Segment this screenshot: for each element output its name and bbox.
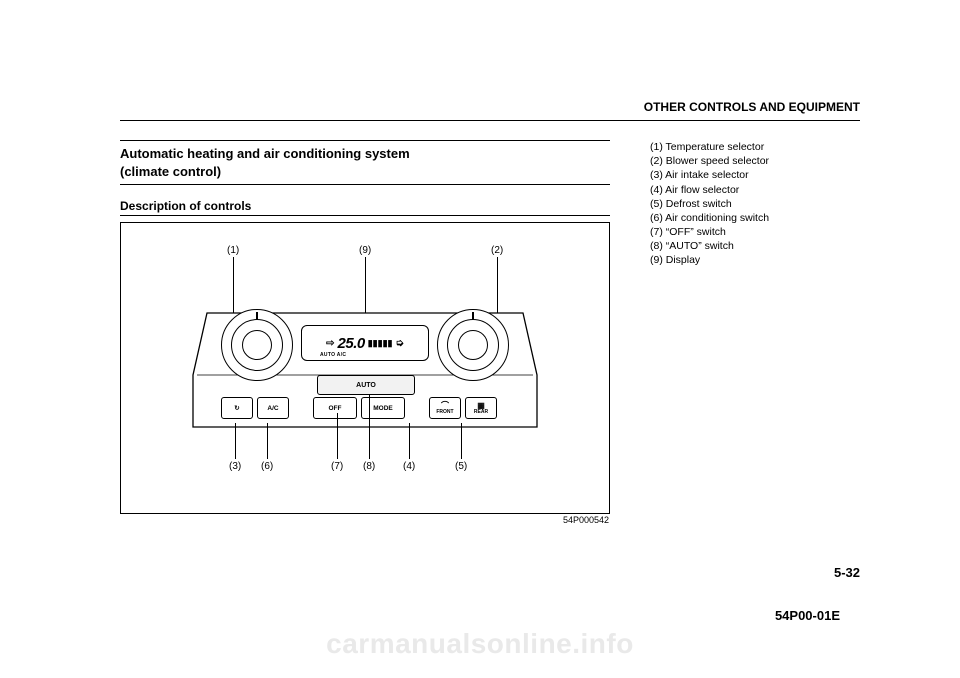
legend-item-5: (5) Defrost switch (650, 197, 860, 211)
leader-7 (337, 413, 338, 459)
document-code: 54P00-01E (775, 608, 840, 623)
left-column: Automatic heating and air conditioning s… (120, 140, 620, 514)
blower-dial (437, 309, 509, 381)
subheading: Description of controls (120, 199, 620, 213)
leader-6 (267, 423, 268, 459)
fan-bars: ▮▮▮▮▮ (368, 338, 393, 349)
page-heading: Automatic heating and air conditioning s… (120, 145, 620, 180)
spacer (289, 397, 313, 425)
watermark: carmanualsonline.info (326, 628, 634, 660)
heading-rule-top (120, 140, 610, 141)
callout-9: (9) (359, 245, 371, 256)
mode-button: MODE (361, 397, 405, 419)
front-label: FRONT (436, 410, 453, 415)
auto-button: AUTO (317, 375, 415, 395)
legend: (1) Temperature selector (2) Blower spee… (650, 140, 860, 268)
callout-3: (3) (229, 461, 241, 472)
legend-item-7: (7) “OFF” switch (650, 225, 860, 239)
callout-5: (5) (455, 461, 467, 472)
rear-defrost-button: ▦REAR (465, 397, 497, 419)
legend-item-1: (1) Temperature selector (650, 140, 860, 154)
legend-item-8: (8) “AUTO” switch (650, 239, 860, 253)
legend-item-4: (4) Air flow selector (650, 183, 860, 197)
leader-3 (235, 423, 236, 459)
display-sub: AUTO A/C (320, 352, 346, 358)
legend-item-3: (3) Air intake selector (650, 168, 860, 182)
off-button: OFF (313, 397, 357, 419)
callout-2: (2) (491, 245, 503, 256)
figure-box: (1) (9) (2) ⇨ 25.0 ▮▮▮▮▮ ➭ AUTO (120, 222, 610, 514)
temperature-dial (221, 309, 293, 381)
legend-item-6: (6) Air conditioning switch (650, 211, 860, 225)
page-number: 5-32 (834, 565, 860, 580)
callout-6: (6) (261, 461, 273, 472)
callout-4: (4) (403, 461, 415, 472)
vent-icon: ➭ (395, 338, 403, 349)
heading-line-1: Automatic heating and air conditioning s… (120, 146, 410, 161)
section-header: OTHER CONTROLS AND EQUIPMENT (644, 100, 860, 114)
button-row: ↻ A/C OFF MODE ⌒FRONT ▦REAR (221, 397, 509, 425)
climate-display: ⇨ 25.0 ▮▮▮▮▮ ➭ AUTO A/C (301, 325, 429, 361)
dial-tick (472, 312, 474, 320)
rear-label: REAR (474, 410, 488, 415)
recirc-button: ↻ (221, 397, 253, 419)
dial-tick (256, 312, 258, 320)
leader-5 (461, 423, 462, 459)
heading-line-2: (climate control) (120, 164, 221, 179)
legend-item-2: (2) Blower speed selector (650, 154, 860, 168)
leader-4 (409, 423, 410, 459)
climate-panel-illustration: ⇨ 25.0 ▮▮▮▮▮ ➭ AUTO A/C AUTO ↻ A/C OFF M… (191, 303, 539, 431)
front-defrost-button: ⌒FRONT (429, 397, 461, 419)
heading-rule-bottom (120, 184, 610, 185)
top-rule (120, 120, 860, 121)
callout-1: (1) (227, 245, 239, 256)
figure-code: 54P000542 (563, 515, 609, 525)
subheading-rule (120, 215, 610, 216)
manual-page: OTHER CONTROLS AND EQUIPMENT Automatic h… (120, 100, 860, 590)
ac-button: A/C (257, 397, 289, 419)
spacer (405, 397, 429, 425)
display-temp: 25.0 (338, 335, 365, 352)
callout-7: (7) (331, 461, 343, 472)
airflow-icon: ⇨ (326, 338, 334, 349)
legend-item-9: (9) Display (650, 253, 860, 267)
leader-8 (369, 395, 370, 459)
callout-8: (8) (363, 461, 375, 472)
